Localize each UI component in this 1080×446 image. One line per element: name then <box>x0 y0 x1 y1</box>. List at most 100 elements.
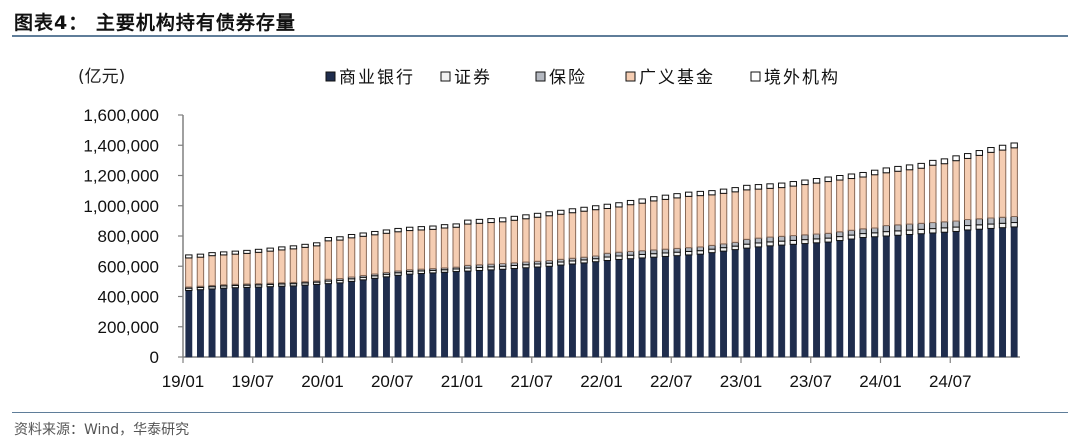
bar-segment-foreign <box>870 169 879 176</box>
bar-segment-bank <box>255 286 263 358</box>
bar-segment-insurance <box>638 250 646 255</box>
bar-segment-foreign <box>557 209 565 215</box>
bar-segment-foreign <box>522 214 530 220</box>
bar-segment-foreign <box>487 218 495 224</box>
bar-segment-funds <box>405 230 414 271</box>
bar-segment-funds <box>870 174 879 229</box>
bar-segment-securities <box>836 236 844 242</box>
bar-segment-foreign <box>208 252 216 257</box>
bar-segment-bank <box>324 283 332 358</box>
bar-segment-funds <box>371 234 379 275</box>
bar-segment-insurance <box>894 224 902 232</box>
bar-segment-foreign <box>836 175 844 181</box>
bar-segment-funds <box>429 228 437 270</box>
y-tick-label: 0 <box>150 348 159 367</box>
bar-segment-bank <box>836 240 844 358</box>
bar-segment-bank <box>801 243 809 358</box>
bar-segment-bank <box>499 269 507 358</box>
y-tick-label: 1,200,000 <box>83 167 159 186</box>
bar-segment-insurance <box>731 241 739 247</box>
bar-segment-bank <box>313 284 321 358</box>
legend-swatch <box>750 71 761 82</box>
bar-segment-insurance <box>975 218 984 226</box>
bar-segment-foreign <box>754 184 763 190</box>
bar-segment-funds <box>905 169 914 225</box>
bar-segment-foreign <box>824 176 832 183</box>
bar-segment-securities <box>777 240 786 246</box>
bar-segment-insurance <box>905 223 914 231</box>
bar-segment-foreign <box>998 144 1007 151</box>
bar-segment-securities <box>638 253 646 259</box>
bar-segment-foreign <box>185 254 193 259</box>
bar-segment-bank <box>336 282 344 358</box>
bar-segment-funds <box>394 231 402 272</box>
bar-segment-foreign <box>510 215 519 221</box>
bar-segment-foreign <box>429 225 437 230</box>
bar-segment-funds <box>836 179 844 233</box>
y-axis-unit: (亿元) <box>78 67 126 87</box>
bar-segment-bank <box>708 252 716 358</box>
bar-segment-securities <box>917 228 925 235</box>
bar-segment-bank <box>510 268 518 358</box>
bar-segment-insurance <box>987 217 995 225</box>
bar-segment-securities <box>626 254 635 260</box>
bar-segment-securities <box>870 232 879 238</box>
bar-segment-bank <box>289 285 297 358</box>
bar-segment-securities <box>998 222 1007 229</box>
bar-segment-funds <box>1010 147 1018 217</box>
bar-segment-bank <box>522 267 530 358</box>
bar-segment-foreign <box>812 178 821 184</box>
bar-segment-foreign <box>312 242 321 247</box>
bar-segment-foreign <box>359 232 367 237</box>
bar-segment-securities <box>824 237 832 243</box>
bar-segment-foreign <box>533 212 542 218</box>
bar-segment-foreign <box>789 181 798 187</box>
bar-segment-foreign <box>440 224 449 229</box>
bar-segment-funds <box>185 257 193 288</box>
bar-segment-insurance <box>754 237 763 244</box>
bar-segment-funds <box>324 240 333 280</box>
bar-segment-bank <box>382 276 390 358</box>
bar-segment-foreign <box>626 199 635 206</box>
bar-segment-funds <box>777 187 786 237</box>
bar-segment-insurance <box>847 229 856 236</box>
bar-segment-funds <box>975 154 984 220</box>
bar-segment-funds <box>382 232 391 273</box>
bar-segment-bank <box>650 256 658 358</box>
bar-segment-bank <box>917 233 925 358</box>
bar-segment-securities <box>603 256 612 262</box>
bar-segment-insurance <box>859 228 867 235</box>
bar-segment-foreign <box>591 205 600 211</box>
x-tick-label: 19/07 <box>231 372 274 391</box>
bar-segment-securities <box>789 239 798 245</box>
bar-segment-bank <box>975 228 983 358</box>
bar-segment-insurance <box>766 236 774 243</box>
y-tick-label: 800,000 <box>98 227 159 246</box>
bar-segment-foreign <box>196 253 205 258</box>
bar-segment-foreign <box>417 226 426 231</box>
bar-segment-foreign <box>905 164 914 171</box>
y-tick-label: 200,000 <box>98 318 159 337</box>
bar-segment-foreign <box>603 203 612 209</box>
bar-segment-funds <box>847 178 856 231</box>
bar-segment-funds <box>533 216 542 262</box>
bar-segment-bank <box>627 258 635 358</box>
bar-segment-funds <box>347 237 356 278</box>
bar-segment-bank <box>475 270 483 358</box>
bar-segment-bank <box>778 244 786 358</box>
bar-segment-bank <box>766 245 774 358</box>
bar-segment-bank <box>196 289 204 358</box>
bar-segment-insurance <box>615 251 623 257</box>
bar-segment-securities <box>963 225 972 231</box>
footer-divider <box>12 412 1068 413</box>
bar-segment-bank <box>580 262 588 358</box>
bar-segment-insurance <box>650 249 658 255</box>
bar-segment-foreign <box>580 206 588 212</box>
bar-segment-bank <box>185 290 193 358</box>
bar-segment-funds <box>312 245 321 282</box>
bar-segment-securities <box>905 229 914 235</box>
bar-segment-funds <box>266 250 274 284</box>
bar-segment-securities <box>1010 222 1018 228</box>
bar-segment-foreign <box>475 218 484 224</box>
bar-segment-foreign <box>777 182 786 189</box>
